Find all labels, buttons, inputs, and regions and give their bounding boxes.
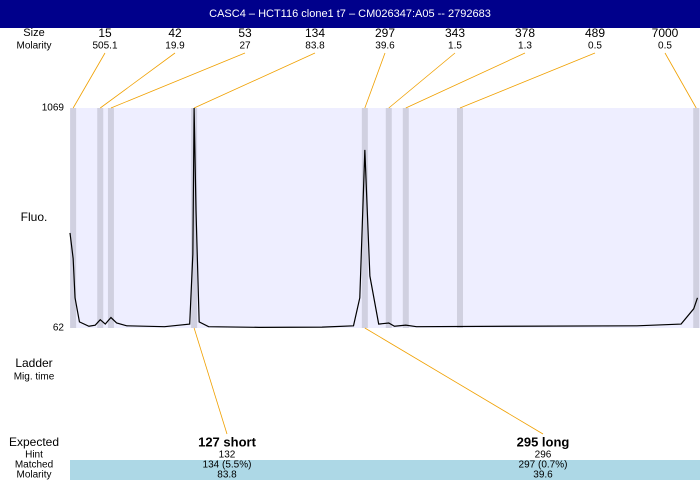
peak-band (402, 108, 409, 328)
peak-molarity: 1.5 (448, 41, 462, 52)
title: CASC4 – HCT116 clone1 t7 – CM026347:A05 … (209, 8, 491, 20)
expected-hint: 296 (535, 450, 552, 461)
expected-matched: 297 (0.7%) (519, 460, 568, 471)
plot-area (70, 108, 700, 328)
peak-band (361, 108, 368, 328)
expected-name: 295 long (517, 434, 570, 449)
peak-size: 489 (585, 26, 605, 40)
peak-connector (388, 52, 456, 109)
expected-molarity: 39.6 (533, 470, 553, 480)
peak-molarity: 0.5 (658, 41, 672, 52)
peak-size: 134 (305, 26, 325, 40)
expected-label: Expected (9, 435, 59, 449)
peak-size: 15 (98, 26, 112, 40)
ladder-label: Ladder (15, 356, 52, 370)
peak-size: 42 (168, 26, 182, 40)
peak-band (693, 108, 700, 328)
peak-size: 297 (375, 26, 395, 40)
peak-molarity: 83.8 (305, 41, 325, 52)
peak-connector (664, 52, 697, 109)
expected-connector (364, 327, 544, 435)
peak-size: 343 (445, 26, 465, 40)
expected-matched: 134 (5.5%) (203, 460, 252, 471)
peak-band (70, 108, 77, 328)
peak-molarity: 19.9 (165, 41, 185, 52)
peak-molarity: 505.1 (92, 41, 117, 52)
peak-molarity: 27 (239, 41, 251, 52)
title-bar (0, 0, 700, 28)
peak-size: 7000 (652, 26, 679, 40)
peak-band (97, 108, 104, 328)
y-label: Fluo. (21, 210, 48, 224)
peak-size: 53 (238, 26, 252, 40)
molarity-label: Molarity (16, 41, 51, 52)
peak-connector (193, 52, 316, 109)
trace (69, 107, 699, 328)
hint-label: Hint (25, 450, 43, 461)
expected-molarity: 83.8 (217, 470, 237, 480)
peak-band (385, 108, 392, 328)
peak-band (107, 108, 114, 328)
expected-hint: 132 (219, 450, 236, 461)
y-tick-label: 1069 (42, 103, 65, 114)
expected-connector (193, 327, 228, 435)
matched-band (70, 460, 700, 480)
peak-molarity: 1.3 (518, 41, 532, 52)
migtime-label: Mig. time (14, 372, 55, 383)
molarity-row-label: Molarity (16, 470, 51, 480)
peak-connector (364, 52, 386, 109)
matched-label: Matched (15, 460, 53, 471)
y-tick-label: 62 (53, 323, 65, 334)
peak-band (456, 108, 463, 328)
peak-connector (405, 52, 526, 109)
peak-connector (72, 52, 106, 109)
peak-size: 378 (515, 26, 535, 40)
peak-molarity: 0.5 (588, 41, 602, 52)
peak-connector (100, 52, 176, 109)
peak-molarity: 39.6 (375, 41, 395, 52)
peak-connector (459, 52, 596, 109)
expected-name: 127 short (198, 434, 256, 449)
peak-band (191, 108, 198, 328)
peak-connector (110, 52, 246, 109)
size-label: Size (23, 27, 44, 39)
